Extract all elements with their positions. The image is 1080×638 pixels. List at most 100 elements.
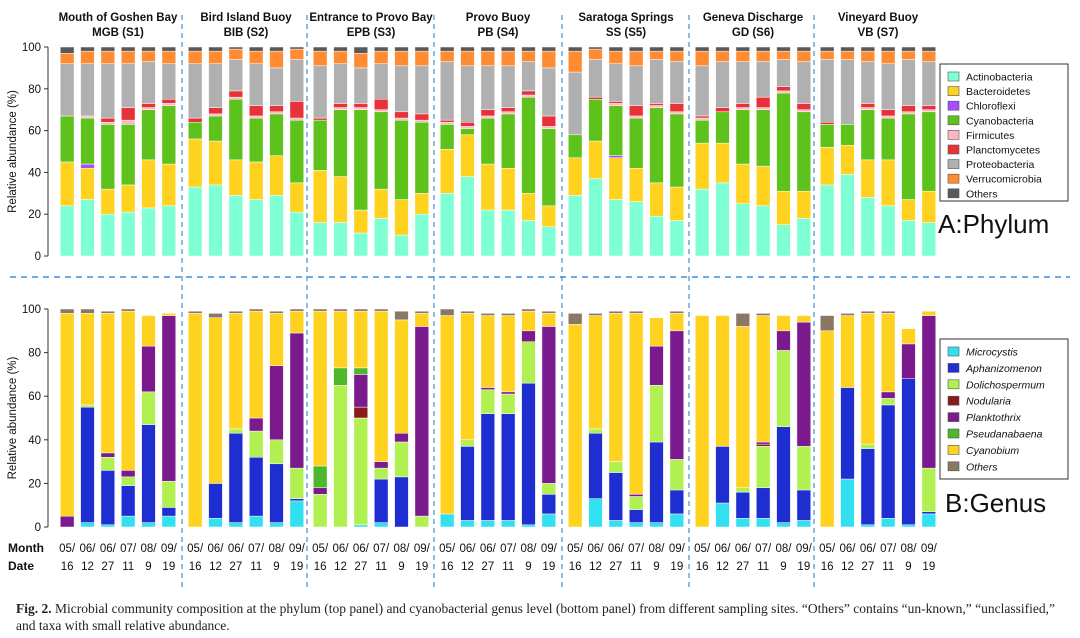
bar-segment (695, 117, 710, 121)
bar-segment (669, 111, 684, 115)
bar-segment (394, 199, 409, 236)
bar-segment (80, 404, 95, 408)
bar-segment (735, 313, 750, 327)
bar-segment (353, 107, 368, 110)
bar-segment (60, 63, 75, 117)
bar-segment (695, 50, 710, 67)
bar-segment (860, 197, 875, 257)
bar-segment (161, 163, 176, 207)
month-tick-label: 06/ (460, 543, 477, 555)
bar-segment (228, 522, 243, 528)
bar-segment (649, 103, 664, 106)
bar-segment (60, 53, 75, 64)
bar-segment (921, 111, 936, 192)
bar-segment (541, 310, 556, 314)
bar-segment (881, 404, 896, 519)
bar-segment (480, 413, 495, 521)
y-tick-label: 40 (28, 435, 41, 447)
month-tick-label: 08/ (269, 543, 286, 555)
bar-segment (901, 328, 916, 345)
bar-segment (460, 520, 475, 528)
bar-segment (121, 515, 136, 528)
bar-segment (541, 313, 556, 327)
bar-segment (394, 50, 409, 67)
month-tick-label: 07/ (500, 543, 517, 555)
bar-segment (161, 315, 176, 482)
date-tick-label: 19 (542, 561, 555, 573)
bar-segment (669, 330, 684, 460)
bar-segment (695, 115, 710, 119)
month-tick-label: 06/ (208, 543, 225, 555)
bar-segment (901, 105, 916, 113)
y-tick-label: 60 (28, 126, 41, 138)
bar-segment (501, 113, 516, 169)
bar-segment (669, 459, 684, 491)
bar-segment (269, 50, 284, 69)
bar-segment (121, 124, 136, 186)
bar-segment (460, 446, 475, 521)
month-tick-label: 09/ (921, 543, 938, 555)
bar-segment (353, 374, 368, 408)
bar-segment (921, 105, 936, 110)
bar-segment (776, 190, 791, 225)
site-name-label: Saratoga Springs (578, 12, 673, 24)
bar-segment (333, 50, 348, 64)
panel-label: A:Phylum (938, 209, 1049, 239)
bar-segment (141, 345, 156, 393)
bar-segment (608, 103, 623, 106)
month-tick-label: 06/ (228, 543, 245, 555)
panel-label: B:Genus (945, 488, 1046, 518)
bar-segment (881, 518, 896, 528)
bar-segment (695, 119, 710, 144)
bar-segment (80, 50, 95, 64)
bar-segment (541, 46, 556, 52)
legend-swatch (947, 379, 960, 390)
bar-segment (249, 161, 264, 200)
bar-segment (715, 315, 730, 447)
date-tick-label: 27 (481, 561, 494, 573)
bar-segment (100, 46, 115, 52)
bar-segment (208, 63, 223, 108)
date-tick-label: 12 (461, 561, 474, 573)
bar-segment (715, 111, 730, 144)
legend: Actinobacteria Bacteroidetes Chloroflexi Cy… (939, 63, 1069, 202)
bar-segment (394, 234, 409, 257)
bar-segment (608, 46, 623, 52)
bar-segment (820, 50, 835, 60)
bar-segment (608, 313, 623, 462)
bar-segment (188, 63, 203, 119)
legend-entry-label: Verrucomicrobia (966, 174, 1042, 186)
bar-segment (289, 500, 304, 528)
bar-segment (820, 59, 835, 123)
date-tick-label: 12 (716, 561, 729, 573)
bar-segment (608, 155, 623, 159)
bar-segment (735, 487, 750, 493)
date-tick-label: 27 (101, 561, 114, 573)
bar-segment (501, 393, 516, 414)
bar-segment (208, 317, 223, 484)
bar-segment (860, 61, 875, 104)
bar-segment (121, 308, 136, 312)
bar-segment (394, 111, 409, 119)
bar-segment (313, 117, 328, 121)
bar-segment (289, 211, 304, 257)
bar-segment (588, 433, 603, 499)
bar-segment (353, 67, 368, 104)
bar-segment (629, 65, 644, 106)
y-axis-title: Relative abundance (%) (7, 90, 19, 213)
bar-segment (269, 111, 284, 115)
bar-segment (501, 111, 516, 115)
bar-segment (394, 319, 409, 434)
date-tick-label: 27 (354, 561, 367, 573)
bar-segment (820, 184, 835, 257)
bar-segment (269, 365, 284, 441)
bar-segment (860, 103, 875, 108)
bar-segment (161, 50, 176, 64)
bar-segment (715, 107, 730, 113)
bar-segment (840, 478, 855, 528)
bar-segment (480, 46, 495, 52)
bar-segment (669, 186, 684, 221)
bar-segment (269, 463, 284, 523)
legend-entry-label: Cyanobacteria (966, 115, 1034, 127)
bar-segment (796, 321, 811, 447)
